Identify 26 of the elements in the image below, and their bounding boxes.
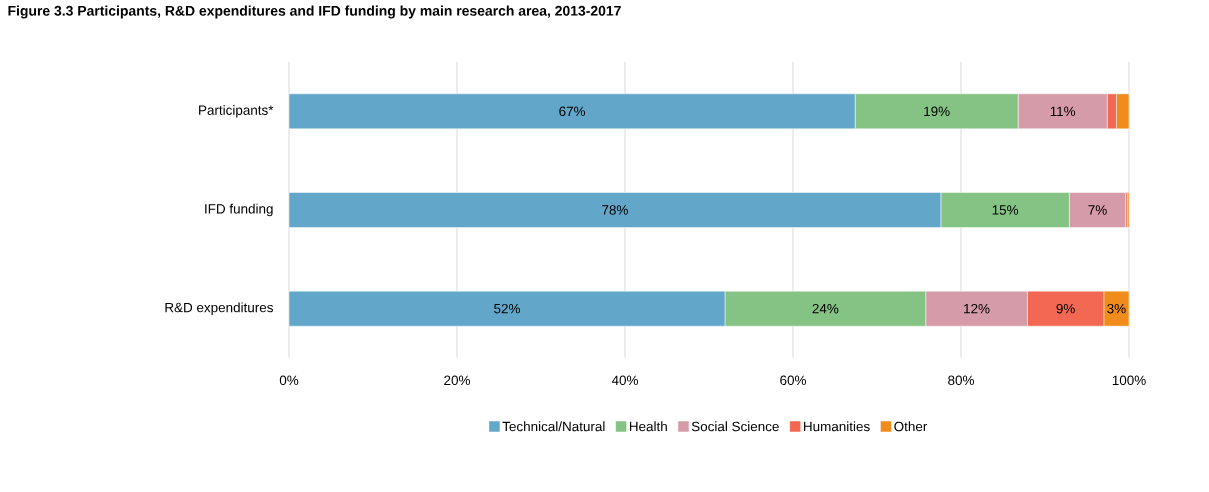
data-label: 12% <box>964 303 990 314</box>
legend-label: Humanities <box>804 421 870 432</box>
x-tick-label: 0% <box>279 375 299 386</box>
data-label: 78% <box>602 205 628 215</box>
x-tick-label: 20% <box>444 375 470 386</box>
data-label: 9% <box>1056 303 1075 314</box>
data-label: 67% <box>559 106 586 117</box>
legend-label: Technical/Natural <box>502 421 605 432</box>
legend-label: Social Science <box>691 421 779 432</box>
x-tick-label: 100% <box>1112 375 1146 386</box>
chart-title: Figure 3.3 Participants, R&D expenditures and IFD funding by main research area, 2013-2017 <box>8 5 621 19</box>
data-label: 15% <box>992 205 1019 215</box>
data-label: 7% <box>1088 205 1107 215</box>
data-label: 24% <box>812 303 839 314</box>
x-tick-label: 60% <box>780 375 806 386</box>
y-tick-label: R&D expenditures <box>165 302 273 315</box>
x-tick-label: 80% <box>948 375 974 386</box>
y-tick-label: IFD funding <box>205 203 273 217</box>
y-tick-label: Participants* <box>199 105 274 118</box>
legend-label: Health <box>629 421 667 432</box>
data-label: 52% <box>494 303 520 314</box>
legend-label: Other <box>894 421 928 432</box>
data-label: 11% <box>1050 106 1076 117</box>
data-label: 3% <box>1107 303 1126 314</box>
data-label: 19% <box>924 106 950 117</box>
x-tick-label: 40% <box>611 375 638 386</box>
